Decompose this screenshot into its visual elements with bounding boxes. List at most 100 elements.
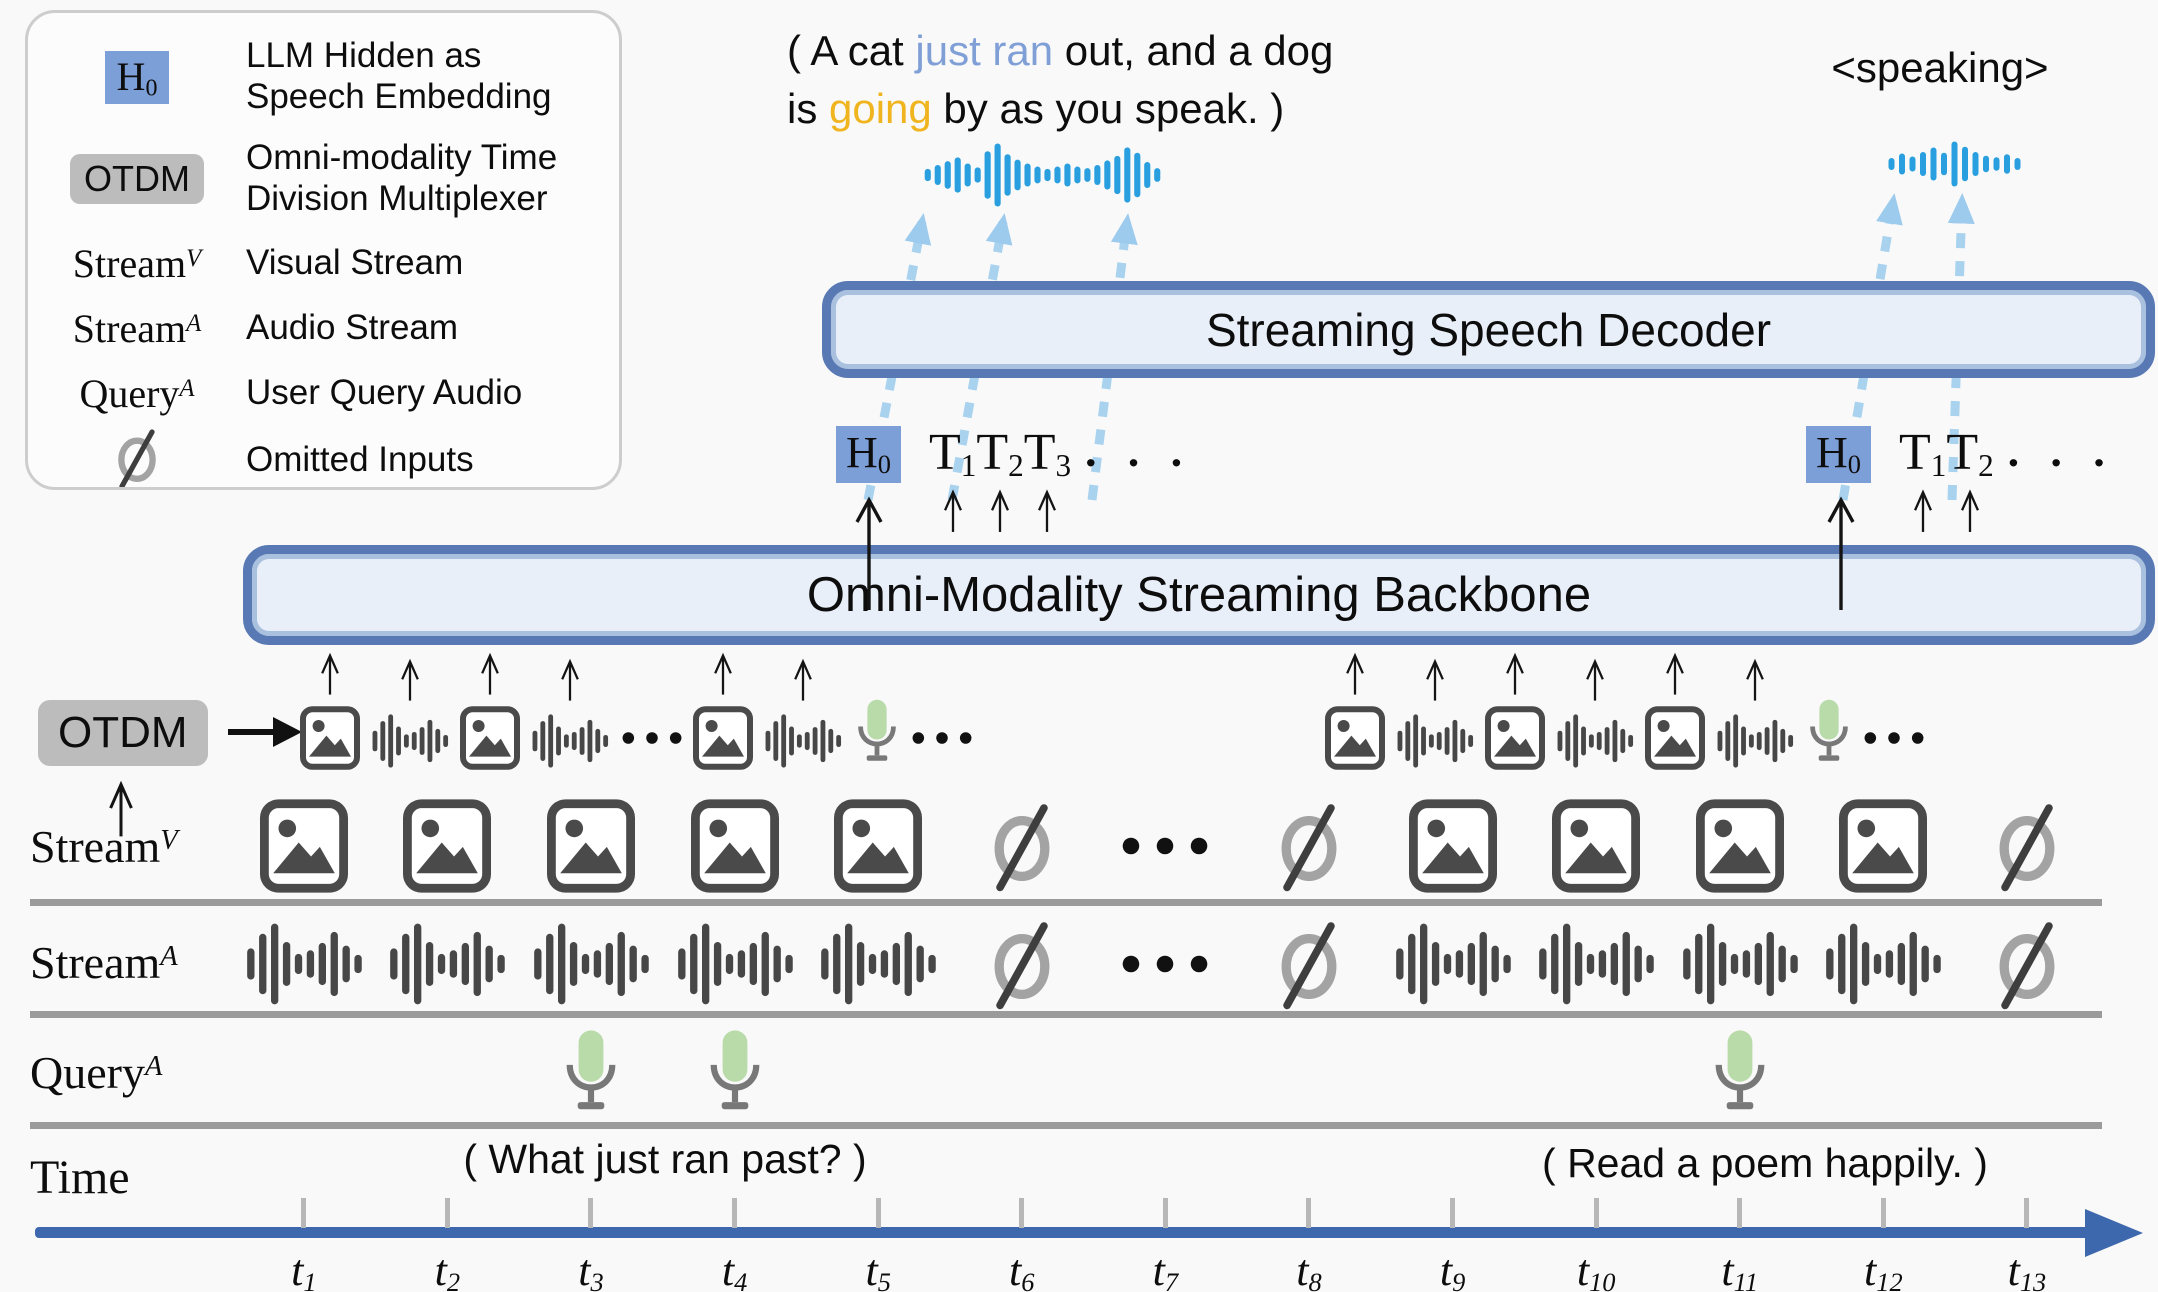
time-tick: [1019, 1198, 1025, 1228]
time-tick: [1162, 1198, 1168, 1228]
legend-item-3: StreamA Audio Stream: [28, 295, 619, 361]
omitted-input-icon: [984, 916, 1060, 1017]
query-a-label: QueryA: [30, 1047, 163, 1098]
time-tick-label: t1: [291, 1245, 317, 1292]
stream-v-row: [232, 798, 2099, 898]
up-arrow-icon: [1342, 652, 1368, 701]
stream-a-label: StreamA: [30, 937, 178, 988]
audio-wave-icon: [1536, 920, 1656, 1013]
audio-wave-icon: [1554, 712, 1636, 775]
audio-wave-icon: [1823, 920, 1943, 1013]
time-tick: [1737, 1198, 1743, 1228]
legend-item-4: QueryA User Query Audio: [28, 361, 619, 425]
time-tick: [444, 1198, 450, 1228]
visual-frame-icon: [460, 706, 520, 775]
assistant-speech-text: ( A cat just ran out, and a dog is going…: [787, 22, 1367, 137]
time-tick-label: t4: [721, 1245, 748, 1292]
legend-symbol: OTDM: [28, 154, 246, 204]
separator-line: [30, 1011, 2102, 1018]
legend-symbol: QueryA: [79, 370, 195, 416]
time-tick: [1593, 1198, 1599, 1228]
visual-frame-icon: [693, 706, 753, 775]
legend-rows: H0 LLM Hidden as Speech Embedding OTDM Omni…: [28, 27, 619, 487]
query-mic-icon: [1805, 694, 1853, 775]
time-tick-label: t11: [1721, 1245, 1759, 1292]
query-mic-icon: [853, 694, 901, 775]
omitted-input-icon: [1989, 916, 2065, 1017]
audio-wave-icon: [762, 712, 844, 775]
audio-wave-icon: [387, 920, 507, 1013]
query-mic-icon: [560, 1027, 622, 1122]
token-ellipsis: · · ·: [2005, 437, 2115, 488]
legend-item-label: Visual Stream: [246, 242, 464, 282]
visual-frame-icon: [546, 799, 635, 898]
otdm-item: [620, 728, 684, 775]
visual-frame-icon: [259, 799, 348, 898]
h0-token: H0: [1806, 426, 1871, 484]
otdm-item: [762, 658, 844, 775]
speech-segment: ( A cat: [787, 27, 916, 74]
up-arrow-icon: [1910, 488, 1936, 539]
legend-item-1: OTDM Omni-modality Time Division Multiple…: [28, 127, 619, 231]
otdm-item: [910, 728, 974, 775]
otdm-item: [1862, 728, 1926, 775]
token-ellipsis: · · ·: [1083, 437, 1193, 488]
visual-frame-icon: [300, 706, 360, 775]
query-mic-icon: [1709, 1027, 1771, 1122]
up-arrow-icon: [397, 658, 423, 707]
speech-segment: just ran: [915, 27, 1054, 74]
stream-v-label: StreamV: [30, 821, 178, 872]
up-arrow-icon: [987, 488, 1013, 539]
time-ticks: [232, 1198, 2099, 1228]
legend-symbol: StreamA: [72, 305, 202, 351]
omitted-input-icon: [1271, 916, 1347, 1017]
legend-item-label: Omitted Inputs: [246, 439, 474, 479]
time-tick: [1306, 1198, 1312, 1228]
ellipsis-dots: [1119, 951, 1211, 982]
up-arrow-icon: [1662, 652, 1688, 701]
legend-item-label: LLM Hidden as Speech Embedding: [246, 36, 552, 116]
otdm-token-group-2: [1325, 652, 1926, 775]
time-tick: [2024, 1198, 2030, 1228]
time-tick-label: t10: [1576, 1245, 1616, 1292]
otdm-item: [369, 658, 451, 775]
otdm-item: [693, 652, 753, 775]
audio-wave-icon: [531, 920, 651, 1013]
time-tick-label: t3: [578, 1245, 604, 1292]
query-mic-icon: [704, 1027, 766, 1122]
ellipsis-dots: [910, 728, 974, 753]
time-tick-label: t7: [1152, 1245, 1179, 1292]
otdm-item: [1554, 658, 1636, 775]
time-tick-label: t12: [1864, 1245, 1903, 1292]
omitted-input-icon: [1271, 798, 1347, 899]
text-token: T1: [929, 425, 976, 539]
time-tick: [1880, 1198, 1886, 1228]
query-a-row: [232, 1026, 2099, 1122]
text-token: T2: [976, 425, 1024, 539]
otdm-item: [1485, 652, 1545, 775]
visual-frame-icon: [834, 799, 923, 898]
visual-frame-icon: [1408, 799, 1497, 898]
decoder-title: Streaming Speech Decoder: [1205, 303, 1772, 356]
audio-wave-icon: [1714, 712, 1796, 775]
time-tick: [1450, 1198, 1456, 1228]
otdm-item: [853, 694, 901, 775]
omni-backbone-bar: Omni-Modality Streaming Backbone: [243, 545, 2155, 645]
ellipsis-dots: [620, 728, 684, 753]
time-axis-line: [35, 1227, 2090, 1238]
visual-frame-icon: [1645, 706, 1705, 775]
time-tick-label: t9: [1439, 1245, 1466, 1292]
stream-a-row: [232, 916, 2099, 1012]
legend-symbol: StreamV: [72, 240, 202, 286]
omitted-input-icon: [984, 798, 1060, 899]
otdm-item: [529, 658, 611, 775]
streaming-speech-decoder-bar: Streaming Speech Decoder: [822, 281, 2155, 378]
separator-line: [30, 899, 2102, 906]
otdm-item: [1394, 658, 1476, 775]
otdm-token-group-1: [300, 652, 974, 775]
legend-symbol: H0: [28, 50, 246, 104]
omitted-input-icon: [111, 427, 163, 487]
legend-item-label: Omni-modality Time Division Multiplexer: [246, 138, 558, 218]
visual-frame-icon: [1552, 799, 1641, 898]
